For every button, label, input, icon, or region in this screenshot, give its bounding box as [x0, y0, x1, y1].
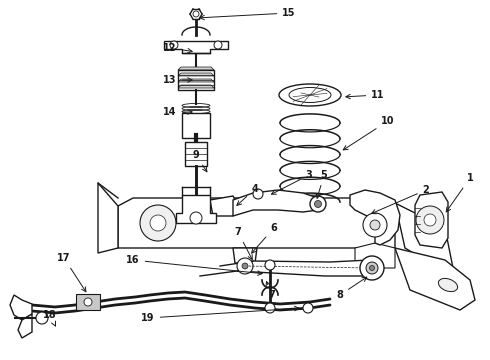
Ellipse shape	[279, 84, 341, 106]
Circle shape	[424, 214, 436, 226]
Circle shape	[360, 256, 384, 280]
Text: 18: 18	[43, 310, 57, 326]
Polygon shape	[118, 198, 395, 248]
Bar	[182, 113, 210, 138]
Text: 7: 7	[235, 227, 252, 260]
Circle shape	[190, 212, 202, 224]
Bar	[178, 70, 214, 90]
Polygon shape	[395, 203, 455, 278]
Text: 10: 10	[343, 116, 395, 150]
Polygon shape	[233, 248, 257, 263]
Polygon shape	[164, 41, 228, 53]
Polygon shape	[233, 190, 318, 216]
Circle shape	[416, 206, 444, 234]
Polygon shape	[98, 183, 118, 253]
Circle shape	[363, 213, 387, 237]
Text: 14: 14	[163, 107, 192, 117]
Polygon shape	[355, 243, 395, 268]
Circle shape	[150, 215, 166, 231]
Polygon shape	[178, 79, 214, 82]
Polygon shape	[178, 73, 214, 76]
Circle shape	[242, 263, 248, 269]
Polygon shape	[178, 85, 214, 88]
Text: 2: 2	[371, 185, 429, 214]
Circle shape	[214, 41, 222, 49]
Polygon shape	[210, 196, 238, 216]
Text: 9: 9	[193, 150, 207, 172]
Text: 6: 6	[251, 223, 277, 253]
Circle shape	[315, 201, 321, 207]
Text: 8: 8	[337, 277, 367, 300]
Text: 19: 19	[141, 306, 299, 323]
Polygon shape	[237, 260, 380, 276]
Polygon shape	[176, 195, 216, 223]
Circle shape	[369, 266, 374, 270]
Circle shape	[193, 11, 199, 17]
Polygon shape	[178, 67, 214, 70]
Ellipse shape	[439, 278, 458, 292]
Text: 12: 12	[163, 43, 192, 53]
Circle shape	[366, 262, 378, 274]
Text: 1: 1	[446, 173, 473, 212]
Circle shape	[140, 205, 176, 241]
Polygon shape	[350, 190, 400, 245]
Circle shape	[170, 41, 178, 49]
Polygon shape	[76, 294, 100, 310]
Text: 3: 3	[271, 170, 313, 194]
Circle shape	[84, 298, 92, 306]
Text: 11: 11	[346, 90, 385, 100]
Text: 5: 5	[316, 170, 327, 198]
Polygon shape	[415, 192, 448, 248]
Circle shape	[237, 258, 253, 274]
Text: 17: 17	[57, 253, 86, 292]
Polygon shape	[18, 314, 32, 338]
Text: 13: 13	[163, 75, 192, 85]
Circle shape	[265, 303, 275, 313]
Text: 16: 16	[126, 255, 262, 275]
Text: 7: 7	[266, 282, 275, 300]
Circle shape	[370, 220, 380, 230]
Circle shape	[303, 303, 313, 313]
Polygon shape	[395, 248, 475, 310]
Circle shape	[36, 312, 48, 324]
Circle shape	[310, 196, 326, 212]
Polygon shape	[10, 295, 32, 320]
Circle shape	[253, 189, 263, 199]
Text: 4: 4	[237, 184, 258, 206]
Circle shape	[265, 260, 275, 270]
Bar	[185, 142, 207, 166]
Text: 15: 15	[200, 8, 296, 20]
